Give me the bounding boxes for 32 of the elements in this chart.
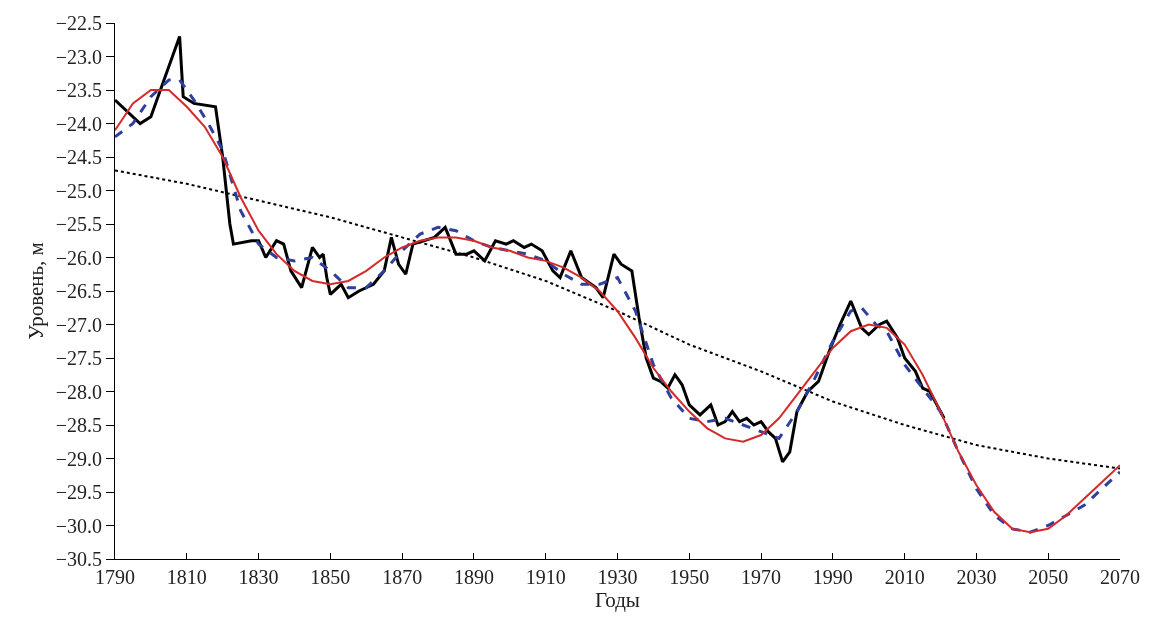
y-tick-label: −24.5 — [55, 146, 102, 168]
x-tick-label: 1890 — [453, 566, 494, 588]
y-tick-label: −26.5 — [55, 280, 102, 302]
y-tick-label: −28.0 — [55, 380, 102, 403]
x-tick-label: 1830 — [238, 566, 279, 588]
x-tick-label: 1850 — [310, 566, 351, 588]
y-tick-label: −25.5 — [55, 213, 102, 235]
x-tick-label: 1930 — [597, 566, 638, 588]
y-tick-label: −26.0 — [55, 246, 102, 269]
y-axis-title: Уровень, м — [23, 242, 48, 340]
x-tick-label: 2030 — [956, 566, 997, 588]
x-tick-label: 1950 — [669, 566, 710, 588]
x-axis-title: Годы — [595, 588, 640, 612]
x-tick-label: 2070 — [1100, 566, 1140, 588]
x-tick-label: 2010 — [884, 566, 925, 588]
y-tick-label: −27.5 — [55, 347, 102, 369]
x-tick-label: 1990 — [812, 566, 853, 588]
y-tick-label: −29.0 — [55, 447, 102, 470]
x-tick-label: 1810 — [166, 566, 207, 588]
y-tick-label: −23.0 — [55, 45, 102, 68]
y-tick-label: −27.0 — [55, 313, 102, 336]
y-tick-label: −28.5 — [55, 414, 102, 436]
y-tick-label: −24.0 — [55, 112, 102, 135]
y-tick-label: −30.0 — [55, 514, 102, 537]
x-tick-label: 1910 — [525, 566, 566, 588]
y-tick-label: −22.5 — [55, 12, 102, 34]
y-tick-label: −29.5 — [55, 481, 102, 503]
x-tick-label: 1870 — [382, 566, 423, 588]
x-tick-label: 1970 — [741, 566, 782, 588]
y-tick-label: −23.5 — [55, 79, 102, 101]
x-tick-label: 2050 — [1028, 566, 1069, 588]
y-tick-label: −25.0 — [55, 179, 102, 202]
